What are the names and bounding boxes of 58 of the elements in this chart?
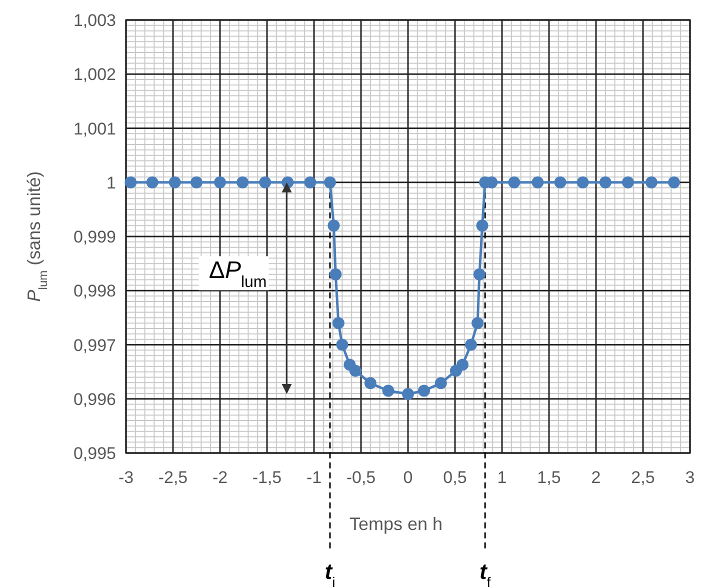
y-tick-label: 0,995 xyxy=(73,444,116,463)
point xyxy=(418,384,430,397)
point xyxy=(349,364,362,377)
annotation: ΔP$_{lum}$ xyxy=(208,257,267,291)
y-tick-label: 1,003 xyxy=(73,11,116,30)
point xyxy=(336,338,348,351)
point xyxy=(554,176,566,188)
point xyxy=(599,176,612,188)
x-axis-title: Temps en h xyxy=(349,514,443,534)
point xyxy=(168,176,181,188)
point xyxy=(668,176,680,188)
point xyxy=(434,377,447,390)
point xyxy=(146,176,158,188)
point xyxy=(364,377,376,390)
x-tick-label: 3 xyxy=(685,468,695,487)
point xyxy=(382,384,394,397)
point xyxy=(324,176,336,188)
point xyxy=(332,317,344,330)
y-tick-label: 0,998 xyxy=(73,282,116,301)
point xyxy=(464,338,477,351)
x-tick-label: 0 xyxy=(403,468,413,487)
x-tick-label: -2,5 xyxy=(158,468,188,487)
point xyxy=(476,220,488,232)
x-tick-label: -1,5 xyxy=(252,468,282,487)
point xyxy=(645,176,658,188)
point xyxy=(622,176,634,188)
y-tick-label: 1,001 xyxy=(73,119,116,138)
y-tick-label: 1,002 xyxy=(73,65,116,84)
y-tick-label: 0,996 xyxy=(73,390,116,409)
x-tick-label: 2 xyxy=(591,468,601,487)
x-tick-label: 0,5 xyxy=(443,468,467,487)
x-tick-label: 1,5 xyxy=(537,468,561,487)
point xyxy=(472,317,484,330)
ref-line-label: t$_{i}$ xyxy=(324,559,336,587)
point xyxy=(259,176,272,188)
point xyxy=(532,176,544,188)
y-tick-label: 0,997 xyxy=(73,336,116,355)
point xyxy=(330,268,342,280)
point xyxy=(402,388,414,400)
point xyxy=(214,176,226,188)
point xyxy=(328,220,340,232)
point xyxy=(456,358,469,371)
x-tick-label: 2,5 xyxy=(631,468,655,487)
x-tick-label: -3 xyxy=(118,468,134,487)
x-tick-label: -0,5 xyxy=(346,468,376,487)
x-tick-label: 1 xyxy=(497,468,507,487)
point xyxy=(473,268,486,280)
x-tick-label: -1 xyxy=(306,468,322,487)
point xyxy=(508,176,520,188)
y-tick-label: 1 xyxy=(106,173,116,192)
ref-line-label: t$_{f}$ xyxy=(479,559,491,587)
point xyxy=(236,176,249,188)
point xyxy=(190,176,202,188)
x-tick-label: -2 xyxy=(212,468,228,487)
point xyxy=(576,176,589,188)
point xyxy=(124,176,137,188)
y-tick-label: 0,999 xyxy=(73,228,116,246)
point xyxy=(304,176,316,188)
